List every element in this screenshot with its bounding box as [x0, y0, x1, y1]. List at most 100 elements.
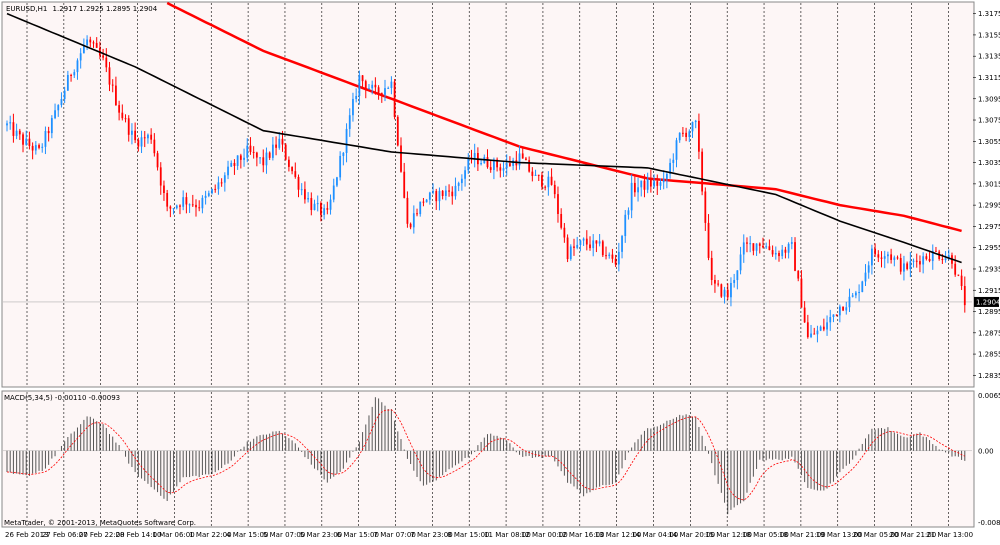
candle [243, 148, 245, 167]
candle [499, 163, 502, 178]
candle-body [848, 296, 851, 308]
candle [291, 166, 293, 175]
candle [403, 162, 406, 199]
candle [76, 58, 79, 80]
candle-body [66, 74, 69, 91]
candle [124, 114, 127, 123]
candle-body [73, 72, 76, 76]
candle [220, 178, 223, 187]
candle [835, 314, 838, 317]
time-tick-label: 26 Feb 2013 [5, 531, 49, 539]
candle [454, 177, 457, 200]
candle-body [147, 134, 149, 139]
candle-body [771, 250, 774, 255]
candle [960, 269, 963, 291]
candle-body [211, 188, 213, 194]
candle [547, 171, 550, 196]
candle [528, 156, 531, 173]
candle [271, 136, 274, 161]
candle-body [627, 210, 630, 215]
candle-body [563, 227, 566, 238]
candle-body [762, 245, 764, 248]
candle [720, 283, 723, 298]
candle [278, 132, 281, 150]
candle-body [617, 251, 620, 265]
candle [912, 258, 915, 268]
candle [60, 92, 63, 108]
candle-body [935, 250, 937, 252]
candle-body [175, 205, 178, 209]
candle-body [150, 134, 153, 140]
candle [428, 191, 431, 205]
candle-body [230, 162, 233, 167]
candle [457, 181, 460, 192]
candle-body [448, 190, 450, 192]
candle-body [698, 120, 700, 152]
candle-body [428, 192, 431, 200]
candle [803, 301, 806, 323]
candle-body [742, 242, 745, 255]
candle-body [633, 182, 636, 193]
candle-body [845, 307, 848, 311]
slow-ma-line [166, 1, 962, 233]
candle-body [525, 158, 527, 161]
candle-body [659, 182, 662, 186]
candle-body [963, 286, 966, 306]
candle-body [573, 246, 575, 248]
candle-body [621, 236, 623, 252]
candle-body [653, 181, 655, 187]
candle [425, 198, 428, 203]
candle-body [784, 249, 787, 253]
candle-body [60, 98, 63, 106]
candle [102, 48, 104, 61]
candle [534, 169, 537, 176]
candle-body [18, 130, 21, 135]
time-tick-label: 8 Mar 15:00 [447, 531, 489, 539]
candle [733, 273, 736, 288]
candle [826, 315, 828, 336]
candle-body [611, 254, 614, 259]
candle-body [521, 153, 524, 159]
candle [211, 188, 213, 195]
candle-body [105, 57, 108, 68]
candle [390, 76, 393, 95]
candle-body [268, 152, 271, 158]
candle [749, 235, 752, 253]
candle-body [528, 160, 531, 172]
candle-body [323, 208, 326, 215]
candle [630, 174, 633, 219]
candle-body [239, 155, 242, 160]
candle [890, 248, 893, 264]
candle-body [838, 306, 841, 316]
candle-body [6, 123, 8, 126]
candle [871, 244, 873, 275]
candle [649, 169, 652, 193]
candle [336, 176, 338, 188]
candle [15, 123, 18, 140]
price-tick-label: 1.2995 [978, 202, 1000, 210]
candle-body [614, 258, 617, 265]
candle [579, 239, 582, 252]
candle-body [47, 131, 50, 134]
candle-body [944, 258, 947, 261]
candle [348, 108, 351, 137]
candle-body [134, 130, 137, 141]
candle [44, 126, 47, 155]
candle-body [118, 105, 121, 113]
candle-body [454, 185, 457, 197]
candle [659, 178, 662, 190]
candle [441, 190, 444, 200]
candles-group[interactable] [6, 35, 966, 343]
candle [678, 132, 681, 143]
candle [393, 78, 396, 120]
candle-body [294, 171, 297, 177]
candle-body [390, 81, 393, 88]
candle [179, 204, 181, 215]
candle [111, 79, 114, 93]
candle [79, 48, 82, 69]
candle-body [851, 295, 854, 297]
candle [755, 243, 758, 256]
candle-body [544, 186, 547, 188]
candle-body [41, 146, 44, 148]
